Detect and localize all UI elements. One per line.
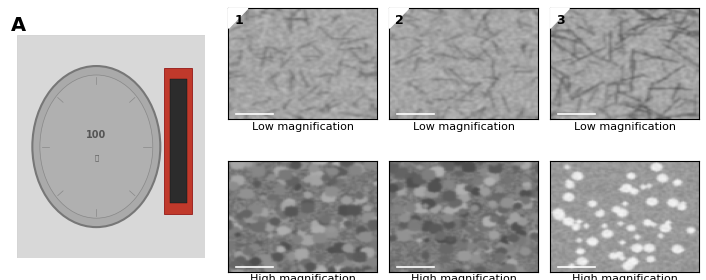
X-axis label: Low magnification: Low magnification (573, 122, 676, 132)
Text: 1: 1 (234, 14, 243, 27)
Text: A: A (11, 16, 26, 35)
Polygon shape (550, 8, 570, 28)
Text: B: B (233, 16, 248, 35)
X-axis label: Low magnification: Low magnification (413, 122, 515, 132)
X-axis label: High magnification: High magnification (572, 274, 678, 280)
X-axis label: High magnification: High magnification (250, 274, 356, 280)
Polygon shape (229, 8, 248, 28)
Polygon shape (389, 8, 409, 28)
Text: 2: 2 (395, 14, 404, 27)
X-axis label: High magnification: High magnification (411, 274, 517, 280)
X-axis label: Low magnification: Low magnification (252, 122, 354, 132)
Text: 3: 3 (556, 14, 565, 27)
